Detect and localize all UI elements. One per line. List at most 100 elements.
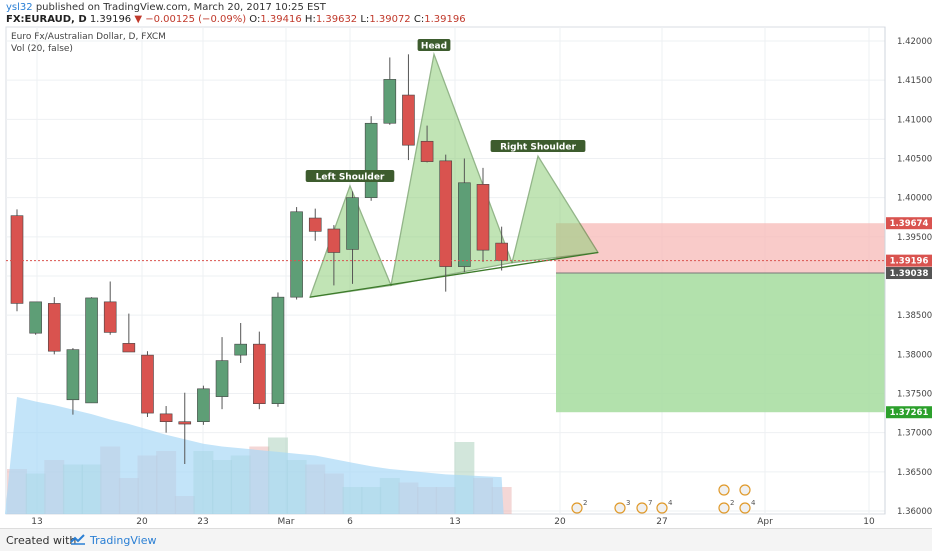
x-tick-label: 20 [136, 517, 148, 527]
candle-body [29, 301, 42, 334]
footer-bar: Created with TradingView [0, 528, 932, 551]
event-count-label: 3 [626, 499, 630, 507]
neckline [309, 251, 599, 298]
candle-body [346, 197, 359, 250]
candle-body [439, 160, 453, 267]
event-flag-icon [614, 502, 626, 514]
price-chart[interactable]: Left Shoulder Head Right Shoulder 1.42000 1.… [0, 0, 932, 528]
y-tick-label: 1.41500 [897, 76, 932, 86]
price-tag-bg [886, 217, 932, 230]
candle-body [364, 122, 378, 198]
pattern-label-bg [490, 140, 586, 152]
event-flag-icon [571, 502, 583, 514]
open-value: 1.39416 [260, 14, 302, 25]
candle-body [215, 360, 229, 397]
candle-body [85, 297, 98, 404]
y-tick-label: 1.37000 [897, 429, 932, 439]
x-tick-label: 20 [554, 517, 566, 527]
x-tick-label: Apr [757, 517, 773, 527]
legend-instrument: Euro Fx/Australian Dollar, D, FXCM [11, 32, 166, 42]
candle-body [327, 228, 341, 253]
event-count-label: 2 [583, 499, 587, 507]
event-count-label: 4 [751, 499, 756, 507]
price-tag-label: 1.37261 [890, 408, 929, 418]
x-tick-label: 23 [197, 517, 208, 527]
volume-ma-area [5, 397, 504, 514]
author-link[interactable]: ysl32 [6, 2, 33, 13]
y-tick-label: 1.42000 [897, 37, 932, 47]
y-tick-label: 1.40500 [897, 155, 932, 165]
candle-body [178, 421, 192, 425]
economic-event-icon: 3 [614, 499, 630, 514]
pattern-label-text: Head [421, 42, 447, 52]
event-flag-icon [718, 484, 730, 496]
low-value: 1.39072 [369, 14, 411, 25]
publish-line: ysl32 published on TradingView.com, Marc… [6, 2, 326, 13]
close-label: C: [413, 14, 425, 25]
legend-volume: Vol (20, false) [11, 44, 73, 54]
close-value: 1.39196 [424, 14, 466, 25]
y-tick-label: 1.40000 [897, 194, 932, 204]
event-flag-icon [636, 502, 648, 514]
candle-body [197, 388, 210, 422]
low-label: L: [360, 14, 370, 25]
pattern-label-text: Right Shoulder [500, 143, 576, 153]
economic-event-icon: 4 [656, 499, 673, 514]
stop-loss-zone [556, 223, 885, 274]
y-tick-label: 1.41000 [897, 115, 932, 125]
candle-body [495, 242, 508, 261]
price-tag-bg [886, 254, 932, 267]
ohlc-line: FX:EURAUD, D 1.39196 ▼ −0.00125 (−0.09%)… [6, 14, 466, 25]
pattern-label: Left Shoulder [305, 170, 395, 183]
open-label: O: [249, 14, 261, 25]
candle-body [383, 79, 397, 124]
candle-body [476, 184, 490, 251]
y-tick-label: 1.38500 [897, 311, 932, 321]
event-count-label: 2 [730, 499, 734, 507]
publish-info: published on TradingView.com, March 20, … [35, 2, 326, 13]
event-flag-icon [739, 484, 751, 496]
event-count-label: 4 [668, 499, 673, 507]
economic-event-icon: 2 [571, 499, 587, 514]
pattern-label-bg [417, 39, 451, 51]
high-value: 1.39632 [315, 14, 358, 25]
x-tick-label: 10 [863, 517, 875, 527]
high-label: H: [304, 14, 316, 25]
take-profit-zone [556, 273, 885, 413]
event-flag-icon [739, 502, 751, 514]
event-count-label: 7 [648, 499, 652, 507]
price-tag-label: 1.39038 [890, 269, 929, 279]
tradingview-link[interactable]: TradingView [90, 534, 157, 547]
candle-body [47, 303, 61, 352]
event-flag-icon [718, 502, 730, 514]
x-tick-label: 13 [449, 517, 460, 527]
candle-body [308, 217, 322, 232]
y-tick-label: 1.37500 [897, 390, 932, 400]
pattern-label-text: Left Shoulder [316, 173, 385, 183]
economic-event-icon: 2 [718, 499, 734, 514]
down-arrow-icon: ▼ [134, 14, 143, 25]
price-tag-label: 1.39674 [890, 219, 929, 229]
last-price: 1.39196 [89, 14, 132, 25]
event-flag-icon [656, 502, 668, 514]
candle-body [159, 413, 173, 423]
candle-body [402, 94, 415, 146]
y-tick-label: 1.38000 [897, 350, 932, 360]
pattern-label: Head [417, 39, 451, 52]
x-tick-label: 27 [656, 517, 667, 527]
symbol-label: FX:EURAUD, D [6, 14, 87, 25]
candle-body [141, 354, 154, 414]
candle-body [103, 301, 117, 333]
candle-body [122, 343, 136, 353]
candle-body [66, 349, 80, 401]
economic-event-icon: 4 [739, 499, 756, 514]
tradingview-logo-icon [70, 534, 85, 545]
x-tick-label: 6 [347, 517, 353, 527]
price-tag-bg [886, 406, 932, 419]
created-with-text: Created with [6, 534, 77, 547]
candle-body [234, 343, 247, 356]
candle-body [271, 296, 285, 404]
y-tick-label: 1.39500 [897, 233, 932, 243]
x-tick-label: 13 [31, 517, 42, 527]
candle-body [458, 182, 471, 267]
